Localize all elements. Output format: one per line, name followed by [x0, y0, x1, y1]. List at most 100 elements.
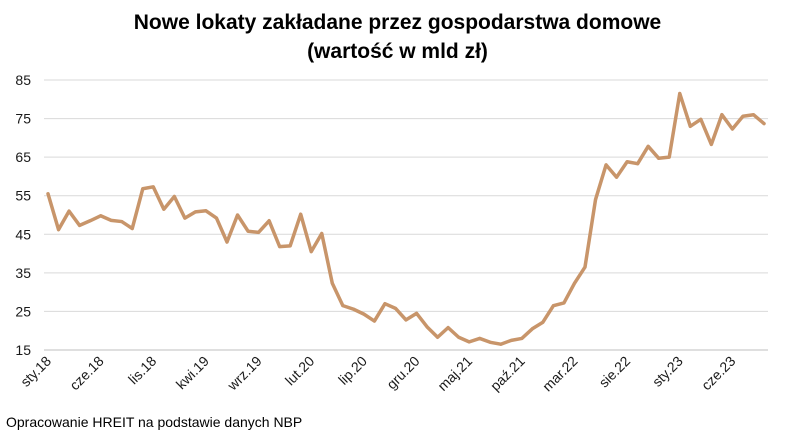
data-point: [572, 281, 576, 285]
data-point: [625, 160, 629, 164]
data-point: [709, 142, 713, 146]
data-point: [130, 227, 134, 230]
data-point: [667, 155, 671, 159]
series-group: [46, 91, 766, 346]
data-point: [509, 338, 513, 342]
data-point: [214, 216, 218, 220]
x-tick-label: cze.18: [66, 353, 107, 394]
data-point: [257, 230, 261, 234]
data-point: [562, 301, 566, 305]
data-point: [109, 218, 113, 222]
data-point: [88, 219, 92, 223]
data-point: [183, 216, 187, 220]
data-point: [267, 219, 271, 223]
data-point: [520, 336, 524, 340]
series-line: [46, 91, 766, 346]
data-point: [467, 340, 471, 344]
x-tick-label: lut.20: [282, 353, 318, 389]
x-tick-label: wrz.19: [224, 353, 265, 394]
chart-subtitle: (wartość w mld zł): [307, 40, 488, 63]
y-axis: 15 25 35 45 55 65 75 85: [15, 72, 31, 358]
data-point: [372, 319, 376, 323]
x-tick-label: sie.22: [596, 353, 634, 391]
data-point: [193, 210, 197, 214]
data-point: [172, 194, 176, 198]
data-point: [699, 117, 703, 121]
data-point: [720, 113, 724, 117]
data-point: [299, 212, 303, 216]
data-point: [762, 122, 766, 126]
data-point: [204, 209, 208, 213]
data-point: [615, 175, 619, 179]
data-point: [236, 213, 240, 217]
data-point: [646, 144, 650, 148]
data-point: [678, 92, 682, 95]
data-point: [741, 114, 745, 118]
x-tick-label: paź.21: [487, 353, 528, 394]
data-point: [604, 163, 608, 167]
data-point: [488, 340, 492, 344]
data-point: [57, 228, 61, 232]
data-point: [78, 223, 82, 227]
data-point: [583, 265, 587, 269]
x-tick-label: maj.21: [434, 353, 475, 394]
data-point: [751, 113, 755, 117]
data-point: [246, 229, 250, 233]
x-tick-label: mar.22: [539, 353, 581, 395]
data-point: [446, 326, 450, 330]
y-tick-label: 25: [15, 303, 31, 319]
data-point: [309, 250, 313, 254]
data-point: [99, 214, 103, 218]
data-point: [67, 209, 71, 213]
data-point: [404, 318, 408, 322]
y-tick-label: 35: [15, 265, 31, 281]
data-point: [162, 207, 166, 211]
x-tick-label: sty.18: [17, 353, 54, 390]
x-tick-label: lis.18: [125, 353, 160, 388]
data-point: [320, 232, 324, 236]
data-point: [141, 187, 145, 191]
data-point: [541, 320, 545, 324]
data-point: [688, 124, 692, 128]
data-point: [594, 198, 598, 202]
data-point: [225, 240, 229, 244]
data-point: [46, 192, 50, 196]
data-point: [362, 312, 366, 316]
data-point: [383, 302, 387, 306]
data-point: [551, 304, 555, 308]
x-tick-label: sty.23: [649, 353, 686, 390]
data-point: [120, 220, 124, 224]
y-tick-label: 15: [15, 342, 31, 358]
x-tick-label: lip.20: [335, 353, 370, 388]
source-note: Opracowanie HREIT na podstawie danych NB…: [6, 414, 303, 430]
data-point: [425, 325, 429, 329]
data-point: [730, 127, 734, 131]
y-tick-label: 45: [15, 226, 31, 242]
x-axis: sty.18 cze.18 lis.18 kwi.19 wrz.19 lut.20 lip.…: [17, 353, 739, 395]
data-point: [499, 342, 503, 346]
x-tick-label: kwi.19: [173, 353, 213, 393]
data-point: [341, 304, 345, 308]
x-tick-label: cze.23: [698, 353, 739, 394]
data-point: [393, 306, 397, 310]
chart-title: Nowe lokaty zakładane przez gospodarstwa…: [133, 11, 662, 34]
y-tick-label: 65: [15, 149, 31, 165]
data-point: [457, 335, 461, 339]
chart-title-block: Nowe lokaty zakładane przez gospodarstwa…: [0, 8, 795, 66]
data-point: [657, 156, 661, 160]
data-point: [478, 336, 482, 340]
data-point: [278, 245, 282, 249]
x-tick-label: gru.20: [383, 353, 423, 393]
data-point: [351, 307, 355, 311]
gridlines: [44, 79, 768, 351]
data-point: [330, 281, 334, 285]
y-tick-label: 55: [15, 188, 31, 204]
data-point: [288, 244, 292, 248]
data-point: [415, 311, 419, 315]
data-point: [530, 327, 534, 331]
data-point: [636, 162, 640, 166]
y-tick-label: 85: [15, 72, 31, 88]
data-point: [436, 335, 440, 339]
y-tick-label: 75: [15, 111, 31, 127]
